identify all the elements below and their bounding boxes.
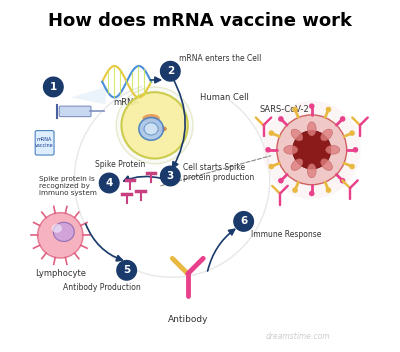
Circle shape	[100, 173, 119, 193]
Text: 5: 5	[123, 265, 130, 275]
Circle shape	[349, 164, 355, 169]
Ellipse shape	[116, 87, 193, 164]
Ellipse shape	[144, 123, 158, 135]
Text: How does mRNA vaccine work: How does mRNA vaccine work	[48, 12, 352, 30]
Circle shape	[292, 187, 298, 193]
Ellipse shape	[291, 159, 303, 170]
Ellipse shape	[152, 121, 161, 126]
Ellipse shape	[321, 159, 332, 170]
Ellipse shape	[307, 164, 316, 178]
Circle shape	[265, 147, 271, 153]
Text: 1: 1	[50, 82, 57, 92]
Circle shape	[38, 213, 83, 258]
Circle shape	[326, 187, 331, 193]
Text: mRNA enters the Cell: mRNA enters the Cell	[179, 54, 262, 63]
Circle shape	[269, 164, 274, 169]
Ellipse shape	[284, 145, 298, 154]
Circle shape	[160, 62, 180, 81]
Circle shape	[263, 101, 361, 199]
Ellipse shape	[53, 222, 74, 241]
Ellipse shape	[141, 126, 151, 132]
Text: dreamstime.com: dreamstime.com	[266, 332, 330, 341]
Circle shape	[44, 77, 63, 97]
Circle shape	[349, 130, 355, 136]
Text: 3: 3	[167, 171, 174, 181]
Circle shape	[234, 212, 254, 231]
Polygon shape	[71, 87, 106, 105]
Text: Immune Response: Immune Response	[251, 230, 321, 239]
Circle shape	[269, 130, 274, 136]
Circle shape	[292, 107, 298, 112]
Ellipse shape	[142, 114, 160, 123]
Circle shape	[160, 166, 180, 186]
FancyBboxPatch shape	[59, 106, 91, 117]
Text: 6: 6	[240, 216, 247, 226]
Text: Spike Protein: Spike Protein	[94, 160, 145, 169]
Text: Cell starts Spike
protein production: Cell starts Spike protein production	[182, 163, 254, 182]
Ellipse shape	[307, 122, 316, 136]
Circle shape	[292, 131, 331, 169]
Circle shape	[340, 178, 346, 183]
Text: Antibody Production: Antibody Production	[63, 283, 141, 291]
Text: Human Cell: Human Cell	[200, 93, 249, 102]
Ellipse shape	[139, 118, 163, 140]
FancyBboxPatch shape	[35, 131, 54, 155]
Circle shape	[277, 115, 347, 185]
Ellipse shape	[321, 129, 332, 141]
Text: mRNA: mRNA	[114, 99, 140, 107]
Circle shape	[278, 178, 284, 183]
Circle shape	[326, 107, 331, 112]
Ellipse shape	[122, 92, 188, 158]
Text: 2: 2	[167, 66, 174, 76]
Text: Antibody: Antibody	[168, 315, 208, 325]
Circle shape	[117, 260, 136, 280]
Circle shape	[340, 116, 346, 122]
Text: 4: 4	[106, 178, 113, 188]
Text: mRNA
vaccine: mRNA vaccine	[35, 137, 54, 148]
Text: SARS-CoV-2: SARS-CoV-2	[259, 105, 309, 114]
Circle shape	[309, 103, 314, 109]
Circle shape	[353, 147, 358, 153]
Text: Lymphocyte: Lymphocyte	[35, 269, 86, 277]
Ellipse shape	[326, 145, 340, 154]
Circle shape	[278, 116, 284, 122]
Circle shape	[309, 191, 314, 196]
Ellipse shape	[291, 129, 303, 141]
Ellipse shape	[153, 126, 167, 132]
Ellipse shape	[52, 224, 62, 233]
Text: Spike protein is
recognized by
immuno system: Spike protein is recognized by immuno sy…	[39, 176, 97, 196]
